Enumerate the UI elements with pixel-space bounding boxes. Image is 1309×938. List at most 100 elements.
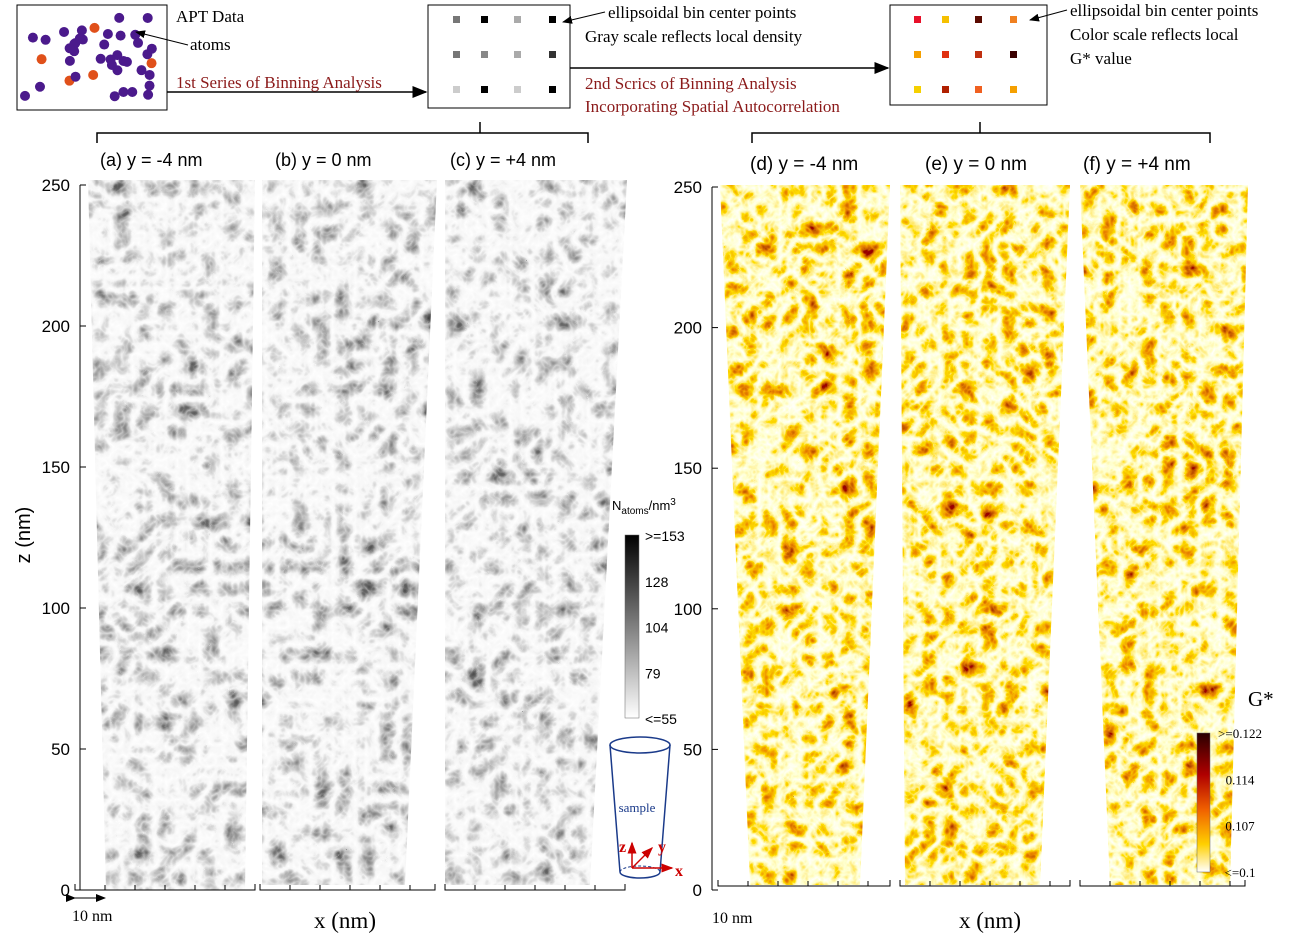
colorbar-title: G* bbox=[1248, 687, 1274, 711]
atom bbox=[40, 34, 51, 45]
atom bbox=[118, 87, 129, 98]
axes: 0 50 100 150 200 250 0 50 100 150 200 250 bbox=[42, 176, 1246, 900]
atom bbox=[70, 71, 81, 82]
bin-point bbox=[481, 51, 488, 58]
panel-title: (a) y = -4 nm bbox=[100, 150, 203, 170]
note: Gray scale reflects local density bbox=[585, 27, 803, 46]
t: 3 bbox=[670, 497, 676, 508]
bin-point bbox=[514, 51, 521, 58]
y-tick-label: 100 bbox=[42, 599, 70, 618]
x-axis bbox=[1079, 880, 1246, 887]
bin-point bbox=[1010, 86, 1017, 93]
bin-point bbox=[975, 86, 982, 93]
map-panel bbox=[445, 180, 627, 885]
atoms bbox=[20, 12, 157, 102]
step1-label: 1st Series of Binning Analysis bbox=[176, 73, 382, 92]
bin-point bbox=[549, 51, 556, 58]
colorbar-label: >=153 bbox=[645, 528, 685, 544]
bin-point bbox=[1010, 51, 1017, 58]
bin-point bbox=[914, 51, 921, 58]
panel-title: (d) y = -4 nm bbox=[750, 154, 858, 175]
atom bbox=[133, 37, 144, 48]
y-tick-label: 200 bbox=[674, 319, 702, 338]
x-axis bbox=[717, 880, 891, 887]
note: Color scale reflects local bbox=[1070, 25, 1239, 44]
bracket bbox=[96, 122, 589, 143]
bin-point bbox=[942, 86, 949, 93]
t: /nm bbox=[649, 498, 671, 513]
panel-title: (c) y = +4 nm bbox=[450, 150, 556, 170]
y-tick-label: 100 bbox=[674, 600, 702, 619]
pointer bbox=[135, 30, 189, 46]
maps bbox=[88, 180, 1248, 890]
colorbar-label: <=0.1 bbox=[1225, 865, 1256, 880]
bin-point bbox=[975, 16, 982, 23]
atom bbox=[89, 22, 100, 33]
y-tick-label: 0 bbox=[693, 881, 702, 900]
bin-point bbox=[914, 86, 921, 93]
bin-points bbox=[914, 16, 1017, 93]
atom bbox=[64, 55, 75, 66]
map-panel bbox=[88, 180, 255, 890]
colorbar-title: Natoms/nm3 bbox=[612, 497, 676, 517]
colorbar-label: 79 bbox=[645, 665, 661, 681]
note: G* value bbox=[1070, 49, 1132, 68]
map-texture bbox=[900, 185, 1070, 885]
map-panel bbox=[900, 185, 1070, 885]
x-axis bbox=[259, 884, 436, 891]
colorbar-labels: >=0.122 0.114 0.107 <=0.1 bbox=[1218, 726, 1262, 880]
y-tick-label: 250 bbox=[674, 178, 702, 197]
map-panel bbox=[262, 180, 437, 885]
atom bbox=[95, 53, 106, 64]
colorbar-label: >=0.122 bbox=[1218, 726, 1262, 741]
panel-title: (e) y = 0 nm bbox=[925, 154, 1027, 175]
t: N bbox=[612, 498, 621, 513]
map-panel bbox=[1080, 185, 1248, 885]
atom bbox=[146, 58, 157, 69]
axis-letter: y bbox=[658, 839, 666, 856]
colorbar-label: 128 bbox=[645, 574, 669, 590]
sample-icon: sample z y x bbox=[609, 736, 683, 880]
bin-point bbox=[514, 86, 521, 93]
y-tick-label: 250 bbox=[42, 176, 70, 195]
bin-point bbox=[453, 51, 460, 58]
y-axis-label: z (nm) bbox=[13, 507, 35, 564]
atom bbox=[105, 54, 116, 65]
map-texture bbox=[445, 180, 627, 885]
atom bbox=[88, 70, 99, 81]
map-texture bbox=[88, 180, 255, 890]
y-tick-label: 150 bbox=[674, 459, 702, 478]
x-axis bbox=[899, 880, 1071, 887]
pointer bbox=[562, 11, 606, 24]
bin-point bbox=[549, 16, 556, 23]
atom bbox=[102, 28, 113, 39]
atom bbox=[115, 30, 126, 41]
map-texture bbox=[1080, 185, 1248, 885]
atoms-label: atoms bbox=[190, 35, 231, 54]
y-tick-label: 150 bbox=[42, 458, 70, 477]
atom bbox=[121, 56, 132, 67]
panel-title: (b) y = 0 nm bbox=[275, 150, 372, 170]
atom bbox=[143, 89, 154, 100]
bin-point bbox=[914, 16, 921, 23]
axis-letter: z bbox=[619, 839, 626, 856]
apt-box bbox=[16, 4, 168, 111]
schematic: APT Data atoms 1st Series of Binning Ana… bbox=[16, 1, 1258, 143]
atom bbox=[144, 69, 155, 80]
note: ellipsoidal bin center points bbox=[1070, 1, 1258, 20]
bin-point bbox=[481, 86, 488, 93]
x-axis-label: x (nm) bbox=[314, 908, 376, 933]
bin-point bbox=[975, 51, 982, 58]
atom bbox=[34, 81, 45, 92]
atom bbox=[146, 43, 157, 54]
atom bbox=[109, 91, 120, 102]
atom bbox=[142, 12, 153, 23]
atom bbox=[27, 32, 38, 43]
colorbar bbox=[1196, 732, 1211, 873]
atom bbox=[136, 65, 147, 76]
map-panel bbox=[720, 185, 890, 885]
colorbar-label: 0.107 bbox=[1225, 819, 1255, 834]
note: ellipsoidal bin center points bbox=[608, 3, 796, 22]
atom bbox=[64, 43, 75, 54]
